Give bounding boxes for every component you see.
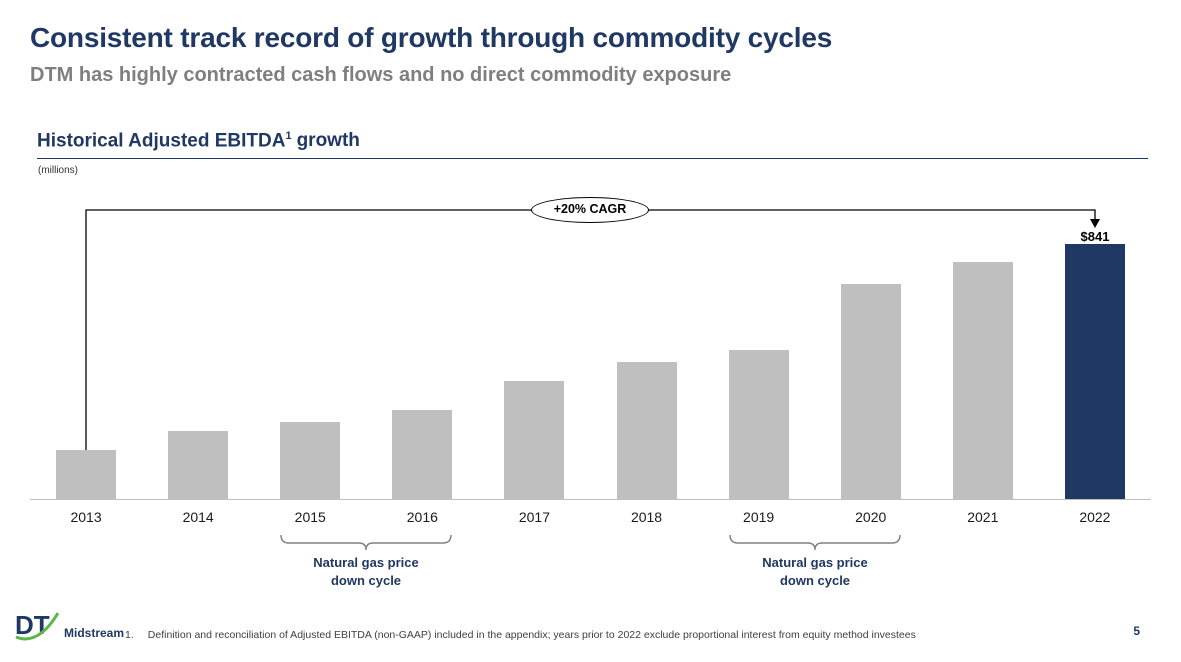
x-axis-label-2016: 2016	[406, 509, 438, 525]
slide-title: Consistent track record of growth throug…	[30, 22, 833, 53]
bar-column-2021	[927, 210, 1039, 499]
x-axis-labels: 2013 2014 2015 2016 2017 2018 2019 2020 2021 2022	[30, 509, 1151, 525]
bar-column-2013	[30, 210, 142, 499]
chart-section-title: Historical Adjusted EBITDA1 growth	[37, 130, 360, 152]
down-cycle-label-1: Natural gas price down cycle	[266, 554, 466, 589]
dtm-logo: DT Midstream	[14, 608, 124, 642]
footnote: 1. Definition and reconciliation of Adjus…	[125, 629, 916, 641]
bar-column-2015	[254, 210, 366, 499]
x-axis-label-2015: 2015	[294, 509, 326, 525]
bar-2018	[616, 362, 677, 499]
bar-2021	[952, 262, 1013, 499]
x-axis-label-2018: 2018	[630, 509, 663, 525]
bar-column-2014	[142, 210, 254, 499]
bar-2020	[840, 284, 901, 499]
slide-subtitle: DTM has highly contracted cash flows and…	[30, 64, 732, 86]
down-cycle-label-1-line2: down cycle	[330, 572, 402, 588]
down-cycle-bracket-1	[280, 534, 452, 551]
x-axis-label-2013: 2013	[70, 509, 102, 525]
down-cycle-label-2: Natural gas price down cycle	[715, 554, 915, 589]
bar-column-2019	[703, 210, 815, 499]
bar-column-2017	[478, 210, 590, 499]
x-axis-label-2020: 2020	[855, 509, 887, 525]
logo-swoosh-icon	[15, 612, 60, 641]
bar-2016	[392, 410, 453, 499]
section-title-footnote-ref: 1	[285, 130, 292, 142]
page-number: 5	[1133, 624, 1140, 638]
bar-2014	[168, 431, 229, 499]
down-cycle-bracket-2	[729, 534, 901, 551]
dtm-logo-mark: DT	[15, 610, 60, 641]
down-cycle-label-1-line1: Natural gas price	[313, 555, 419, 570]
bar-2015	[280, 422, 341, 499]
down-cycle-label-2-line2: down cycle	[779, 572, 851, 588]
x-axis-label-2019: 2019	[743, 509, 775, 525]
bars-container	[30, 210, 1151, 499]
bar-column-2018	[590, 210, 702, 499]
section-divider	[37, 158, 1148, 159]
bar-2022	[1064, 244, 1125, 499]
bar-column-2020	[815, 210, 927, 499]
x-axis-label-2021: 2021	[967, 509, 999, 525]
x-axis-label-2014: 2014	[182, 509, 214, 525]
bar-chart-plot-area	[30, 210, 1151, 500]
cagr-label: +20% CAGR	[531, 197, 649, 223]
footnote-text: Definition and reconciliation of Adjuste…	[147, 629, 916, 641]
bar-column-2022	[1039, 210, 1151, 499]
down-cycle-label-2-line1: Natural gas price	[762, 555, 868, 570]
bar-2019	[728, 350, 789, 499]
x-axis-label-2022: 2022	[1079, 509, 1111, 525]
footnote-number: 1.	[125, 629, 134, 641]
units-label: (millions)	[38, 165, 78, 176]
section-title-main: Historical Adjusted EBITDA	[37, 130, 286, 152]
bar-2013	[56, 450, 117, 499]
highlight-value-label: $841	[1080, 229, 1110, 244]
section-title-suffix: growth	[296, 130, 360, 152]
bar-2017	[504, 381, 565, 499]
logo-dt-text: DT	[15, 610, 50, 640]
x-axis-label-2017: 2017	[518, 509, 550, 525]
logo-midstream-text: Midstream	[64, 626, 125, 640]
bar-column-2016	[366, 210, 478, 499]
